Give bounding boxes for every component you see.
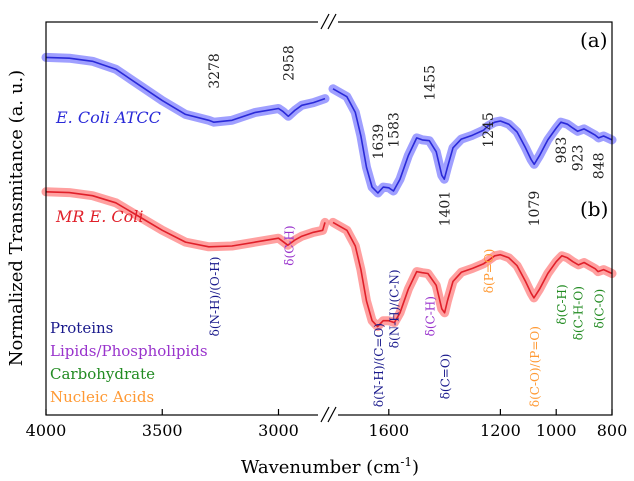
assignment-label-10: δ(C-O) (593, 289, 607, 329)
panel-label-b: (b) (580, 197, 608, 221)
assignment-label-1: δ(C-H) (282, 225, 296, 265)
assignment-label-6: δ(P=O) (482, 249, 496, 294)
x-tick-label-1600: 1600 (368, 421, 409, 440)
legend-item-lipids-phospholipids: Lipids/Phospholipids (50, 342, 208, 360)
line-e-coli-atcc-1 (332, 88, 613, 194)
x-tick-label-4000: 4000 (26, 421, 67, 440)
x-tick-label-3500: 3500 (142, 421, 183, 440)
peak-label-1455: 1455 (422, 65, 438, 101)
peak-label-1079: 1079 (527, 191, 543, 227)
peak-label-2958: 2958 (281, 45, 297, 81)
series-label-mr-ecoli: MR E. Coli (55, 207, 143, 226)
line-mr-e-coli-0 (45, 191, 326, 248)
line-e-coli-atcc-0 (45, 56, 326, 123)
peak-label-1401: 1401 (437, 191, 453, 227)
legend-item-carbohydrate: Carbohydrate (50, 365, 155, 383)
x-tick-label-3000: 3000 (258, 421, 299, 440)
band-mr-e-coli-1 (328, 217, 617, 332)
panel-label-a: (a) (580, 28, 608, 52)
legend-item-nucleic-acids: Nucleic Acids (50, 388, 154, 406)
legend: Proteins Lipids/Phospholipids Carbohydrate… (50, 319, 208, 406)
assignment-labels: δ(N-H)/(O-H) δ(C-H) δ(N-H)/(C=O)δ(N-H)/(C-… (208, 225, 607, 407)
x-tick-label-800: 800 (597, 421, 628, 440)
peak-labels: 3278 2958 1639 1583 1455 1401 1245 1079 983 923 84… (207, 45, 608, 226)
peak-label-983: 983 (554, 137, 570, 164)
assignment-label-8: δ(C-H) (555, 284, 569, 324)
x-axis-ticks: 4000 3500 3000 1600 1200 1000 800 (26, 409, 628, 440)
x-tick-label-1200: 1200 (480, 421, 521, 440)
peak-label-3278: 3278 (207, 53, 223, 89)
assignment-label-5: δ(C=O) (438, 354, 452, 400)
line-mr-e-coli-1 (332, 221, 613, 328)
series-label-ecoli-atcc: E. Coli ATCC (55, 108, 161, 127)
peak-label-1583: 1583 (387, 112, 403, 148)
peak-label-1639: 1639 (371, 124, 387, 160)
assignment-label-3: δ(N-H)/(C-N) (388, 269, 402, 348)
assignment-label-7: δ(C-O)/(P=O) (528, 326, 542, 407)
x-axis-label: Wavenumber (cm-1) (241, 455, 419, 478)
axis-break (318, 12, 338, 425)
peak-label-848: 848 (592, 152, 608, 179)
peak-label-1245: 1245 (481, 112, 497, 148)
spectrum-lines (45, 56, 613, 328)
assignment-label-2: δ(N-H)/(C=O) (372, 323, 386, 407)
assignment-label-0: δ(N-H)/(O-H) (208, 257, 222, 337)
peak-label-923: 923 (571, 145, 587, 172)
assignment-label-9: δ(C-H-O) (572, 286, 586, 340)
x-tick-label-1000: 1000 (536, 421, 577, 440)
legend-item-proteins: Proteins (50, 319, 113, 337)
assignment-label-4: δ(C-H) (423, 296, 437, 336)
y-axis-label: Normalized Transmitance (a. u.) (6, 70, 27, 366)
